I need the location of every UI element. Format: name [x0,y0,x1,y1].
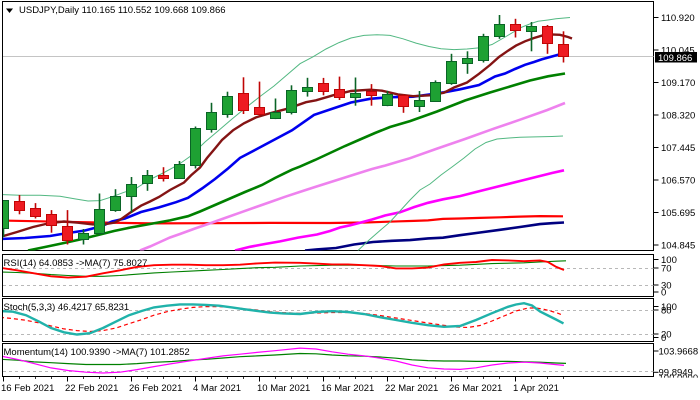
svg-text:109.866: 109.866 [658,53,692,64]
svg-text:Momentum(14) 100.9390 ->MA(7): Momentum(14) 100.9390 ->MA(7) 101.2852 [4,347,190,358]
svg-text:100.0000: 100.0000 [659,373,699,384]
svg-text:4 Mar 2021: 4 Mar 2021 [193,383,241,394]
svg-text:104.845: 104.845 [661,240,695,251]
svg-text:26 Feb 2021: 26 Feb 2021 [129,383,182,394]
svg-text:16 Feb 2021: 16 Feb 2021 [1,383,54,394]
svg-text:110.920: 110.920 [661,13,695,24]
svg-text:100: 100 [661,255,677,266]
svg-text:107.445: 107.445 [661,143,695,154]
svg-text:99.8949: 99.8949 [659,368,693,379]
svg-text:108.320: 108.320 [661,110,695,121]
svg-text:16 Mar 2021: 16 Mar 2021 [321,383,374,394]
svg-text:105.695: 105.695 [661,208,695,219]
svg-text:80: 80 [661,305,672,316]
svg-text:30: 30 [661,280,672,291]
svg-text:10 Mar 2021: 10 Mar 2021 [257,383,310,394]
svg-text:0: 0 [661,333,666,344]
svg-text:100: 100 [661,302,677,313]
svg-text:RSI(14) 64.0853 ->MA(7) 75.80: RSI(14) 64.0853 ->MA(7) 75.8027 [4,258,148,269]
svg-text:1 Apr 2021: 1 Apr 2021 [513,383,559,394]
svg-text:Stoch(5,3,3) 46.4217 65.8231: Stoch(5,3,3) 46.4217 65.8231 [4,302,130,313]
svg-text:20: 20 [661,329,672,340]
svg-text:0: 0 [661,287,666,298]
svg-text:USDJPY,Daily 110.165 110.552: USDJPY,Daily 110.165 110.552 109.668 109… [19,5,226,16]
svg-text:22 Feb 2021: 22 Feb 2021 [65,383,118,394]
svg-text:22 Mar 2021: 22 Mar 2021 [385,383,438,394]
svg-text:109.170: 109.170 [661,78,695,89]
svg-text:70: 70 [661,263,672,274]
svg-text:103.9668: 103.9668 [659,346,699,357]
svg-text:106.570: 106.570 [661,175,695,186]
svg-text:110.045: 110.045 [661,45,695,56]
svg-text:26 Mar 2021: 26 Mar 2021 [449,383,502,394]
